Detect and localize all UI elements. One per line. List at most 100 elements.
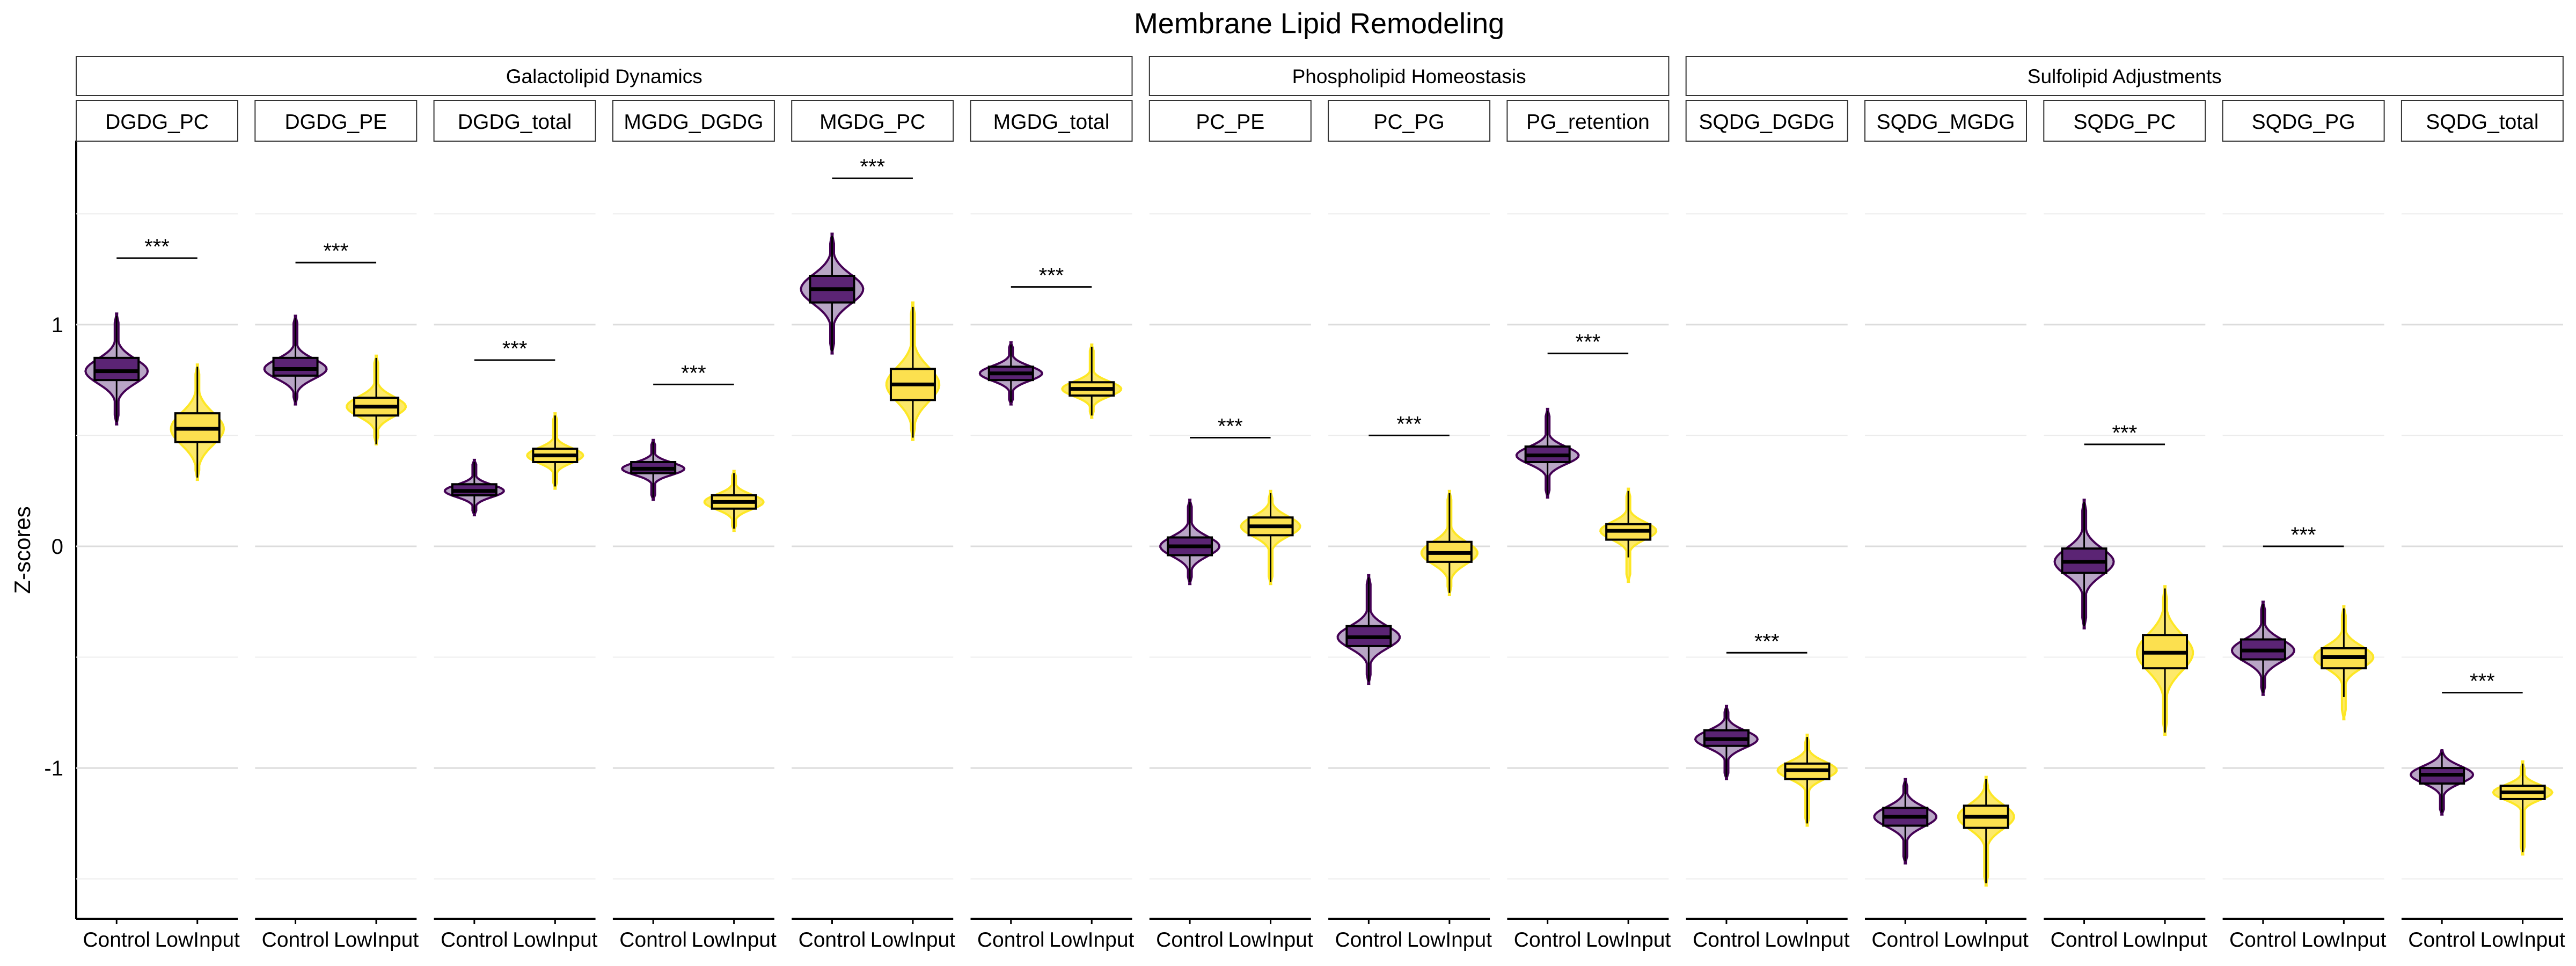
violin-lowinput bbox=[1776, 734, 1838, 827]
violin-lowinput bbox=[703, 470, 765, 532]
group-strip bbox=[76, 56, 1133, 96]
x-tick-label: Control bbox=[2408, 928, 2476, 952]
x-tick-label: LowInput bbox=[1944, 928, 2029, 952]
x-tick-label: Control bbox=[441, 928, 508, 952]
significance-label: *** bbox=[1218, 415, 1243, 438]
x-tick-label: Control bbox=[262, 928, 330, 952]
x-tick-label: LowInput bbox=[1407, 928, 1492, 952]
panels: 1 0 -1 Galactolipid Dynamics Phospholipid Ho… bbox=[44, 56, 2565, 952]
significance-label: *** bbox=[860, 155, 885, 179]
violin-lowinput bbox=[170, 363, 225, 481]
x-tick-label: LowInput bbox=[1765, 928, 1849, 952]
panel-strip-label: MGDG_DGDG bbox=[624, 111, 763, 134]
panel-sqdg-dgdg: SQDG_DGDG Control LowInput *** bbox=[1685, 100, 1850, 952]
violin-control bbox=[2230, 601, 2295, 696]
x-tick-label: Control bbox=[83, 928, 150, 952]
group-strip-label: Phospholipid Homeostasis bbox=[1292, 65, 1526, 87]
violin-control bbox=[84, 312, 149, 426]
group-strip-label: Galactolipid Dynamics bbox=[506, 65, 702, 87]
violin-control bbox=[1159, 499, 1221, 586]
significance-label: *** bbox=[502, 337, 528, 361]
panel-sqdg-pg: SQDG_PG Control LowInput *** bbox=[2222, 100, 2387, 952]
x-tick-label: LowInput bbox=[334, 928, 419, 952]
violin-lowinput bbox=[1240, 489, 1301, 586]
violin-control bbox=[1694, 705, 1759, 780]
panel-strip bbox=[76, 100, 238, 142]
significance-label: *** bbox=[323, 239, 348, 263]
panel-strip-label: SQDG_MGDG bbox=[1877, 111, 2015, 134]
x-tick-label: Control bbox=[1871, 928, 1939, 952]
x-tick-label: LowInput bbox=[870, 928, 955, 952]
y-tick-label: 0 bbox=[52, 535, 63, 559]
panel-strip bbox=[612, 100, 775, 142]
violin-control bbox=[1515, 407, 1580, 499]
violin-lowinput bbox=[2492, 760, 2554, 856]
chart-title: Membrane Lipid Remodeling bbox=[1134, 8, 1504, 40]
panel-strip bbox=[2222, 100, 2385, 142]
panel-strip-label: DGDG_PE bbox=[284, 111, 387, 134]
panel-strip-label: SQDG_total bbox=[2426, 111, 2538, 134]
panel-strip-label: MGDG_total bbox=[993, 111, 1110, 134]
panel-strip-label: PG_retention bbox=[1526, 111, 1650, 134]
x-tick-label: Control bbox=[2051, 928, 2118, 952]
violin-control bbox=[1336, 574, 1401, 685]
violin-control bbox=[2053, 499, 2115, 630]
significance-label: *** bbox=[2470, 670, 2495, 693]
panel-pg-retention: PG_retention Control LowInput *** bbox=[1506, 100, 1671, 952]
violin-lowinput bbox=[1599, 487, 1658, 583]
violin-lowinput bbox=[2313, 605, 2375, 721]
panel-strip bbox=[433, 100, 596, 142]
x-tick-label: LowInput bbox=[2123, 928, 2207, 952]
x-tick-label: Control bbox=[619, 928, 687, 952]
panel-strip bbox=[1328, 100, 1491, 142]
panel-strip-label: SQDG_DGDG bbox=[1699, 111, 1835, 134]
violin-lowinput bbox=[2136, 585, 2194, 736]
panel-strip-label: SQDG_PG bbox=[2252, 111, 2355, 134]
panel-strip bbox=[1685, 100, 1848, 142]
x-tick-label: LowInput bbox=[692, 928, 777, 952]
violin-control bbox=[800, 232, 865, 355]
violin-lowinput bbox=[1061, 343, 1123, 419]
significance-label: *** bbox=[681, 361, 706, 385]
panel-dgdg-total: DGDG_total Control LowInput *** bbox=[433, 100, 598, 952]
y-axis-label: Z-scores bbox=[10, 506, 35, 594]
significance-label: *** bbox=[1396, 412, 1422, 436]
panel-mgdg-total: MGDG_total Control LowInput *** bbox=[970, 100, 1135, 952]
x-tick-label: Control bbox=[2229, 928, 2297, 952]
x-tick-label: Control bbox=[977, 928, 1045, 952]
y-tick-label: -1 bbox=[44, 757, 63, 780]
x-tick-label: Control bbox=[799, 928, 866, 952]
panel-sqdg-total: SQDG_total Control LowInput *** bbox=[2401, 100, 2565, 952]
violin-lowinput bbox=[346, 354, 407, 445]
x-tick-label: LowInput bbox=[513, 928, 597, 952]
violin-control bbox=[263, 314, 328, 406]
panel-strip bbox=[1148, 100, 1312, 142]
violin-lowinput bbox=[1957, 775, 2015, 887]
panel-mgdg-pc: MGDG_PC Control LowInput *** bbox=[791, 100, 955, 952]
violin-control bbox=[2410, 749, 2475, 816]
panel-strip bbox=[254, 100, 418, 142]
panel-strip-label: DGDG_total bbox=[458, 111, 572, 134]
panel-strip bbox=[1506, 100, 1670, 142]
x-tick-label: LowInput bbox=[1049, 928, 1134, 952]
panel-pc-pe: PC_PE Control LowInput *** bbox=[1148, 100, 1313, 952]
x-tick-label: LowInput bbox=[155, 928, 240, 952]
panel-strip-label: DGDG_PC bbox=[105, 111, 209, 134]
group-strip bbox=[1148, 56, 1670, 96]
significance-label: *** bbox=[2112, 421, 2137, 445]
panel-dgdg-pc: DGDG_PC Control LowInput *** bbox=[76, 100, 240, 952]
panel-strip-label: MGDG_PC bbox=[819, 111, 925, 134]
box bbox=[272, 356, 319, 377]
panel-strip bbox=[1864, 100, 2027, 142]
violin-control bbox=[978, 341, 1043, 406]
violin-lowinput bbox=[1420, 489, 1479, 596]
x-tick-label: Control bbox=[1156, 928, 1224, 952]
box bbox=[93, 356, 140, 382]
x-tick-label: LowInput bbox=[1228, 928, 1313, 952]
panel-strip bbox=[791, 100, 954, 142]
panel-strip bbox=[2401, 100, 2564, 142]
x-tick-label: LowInput bbox=[1586, 928, 1671, 952]
panel-strip-label: SQDG_PC bbox=[2073, 111, 2176, 134]
significance-label: *** bbox=[1754, 630, 1780, 653]
